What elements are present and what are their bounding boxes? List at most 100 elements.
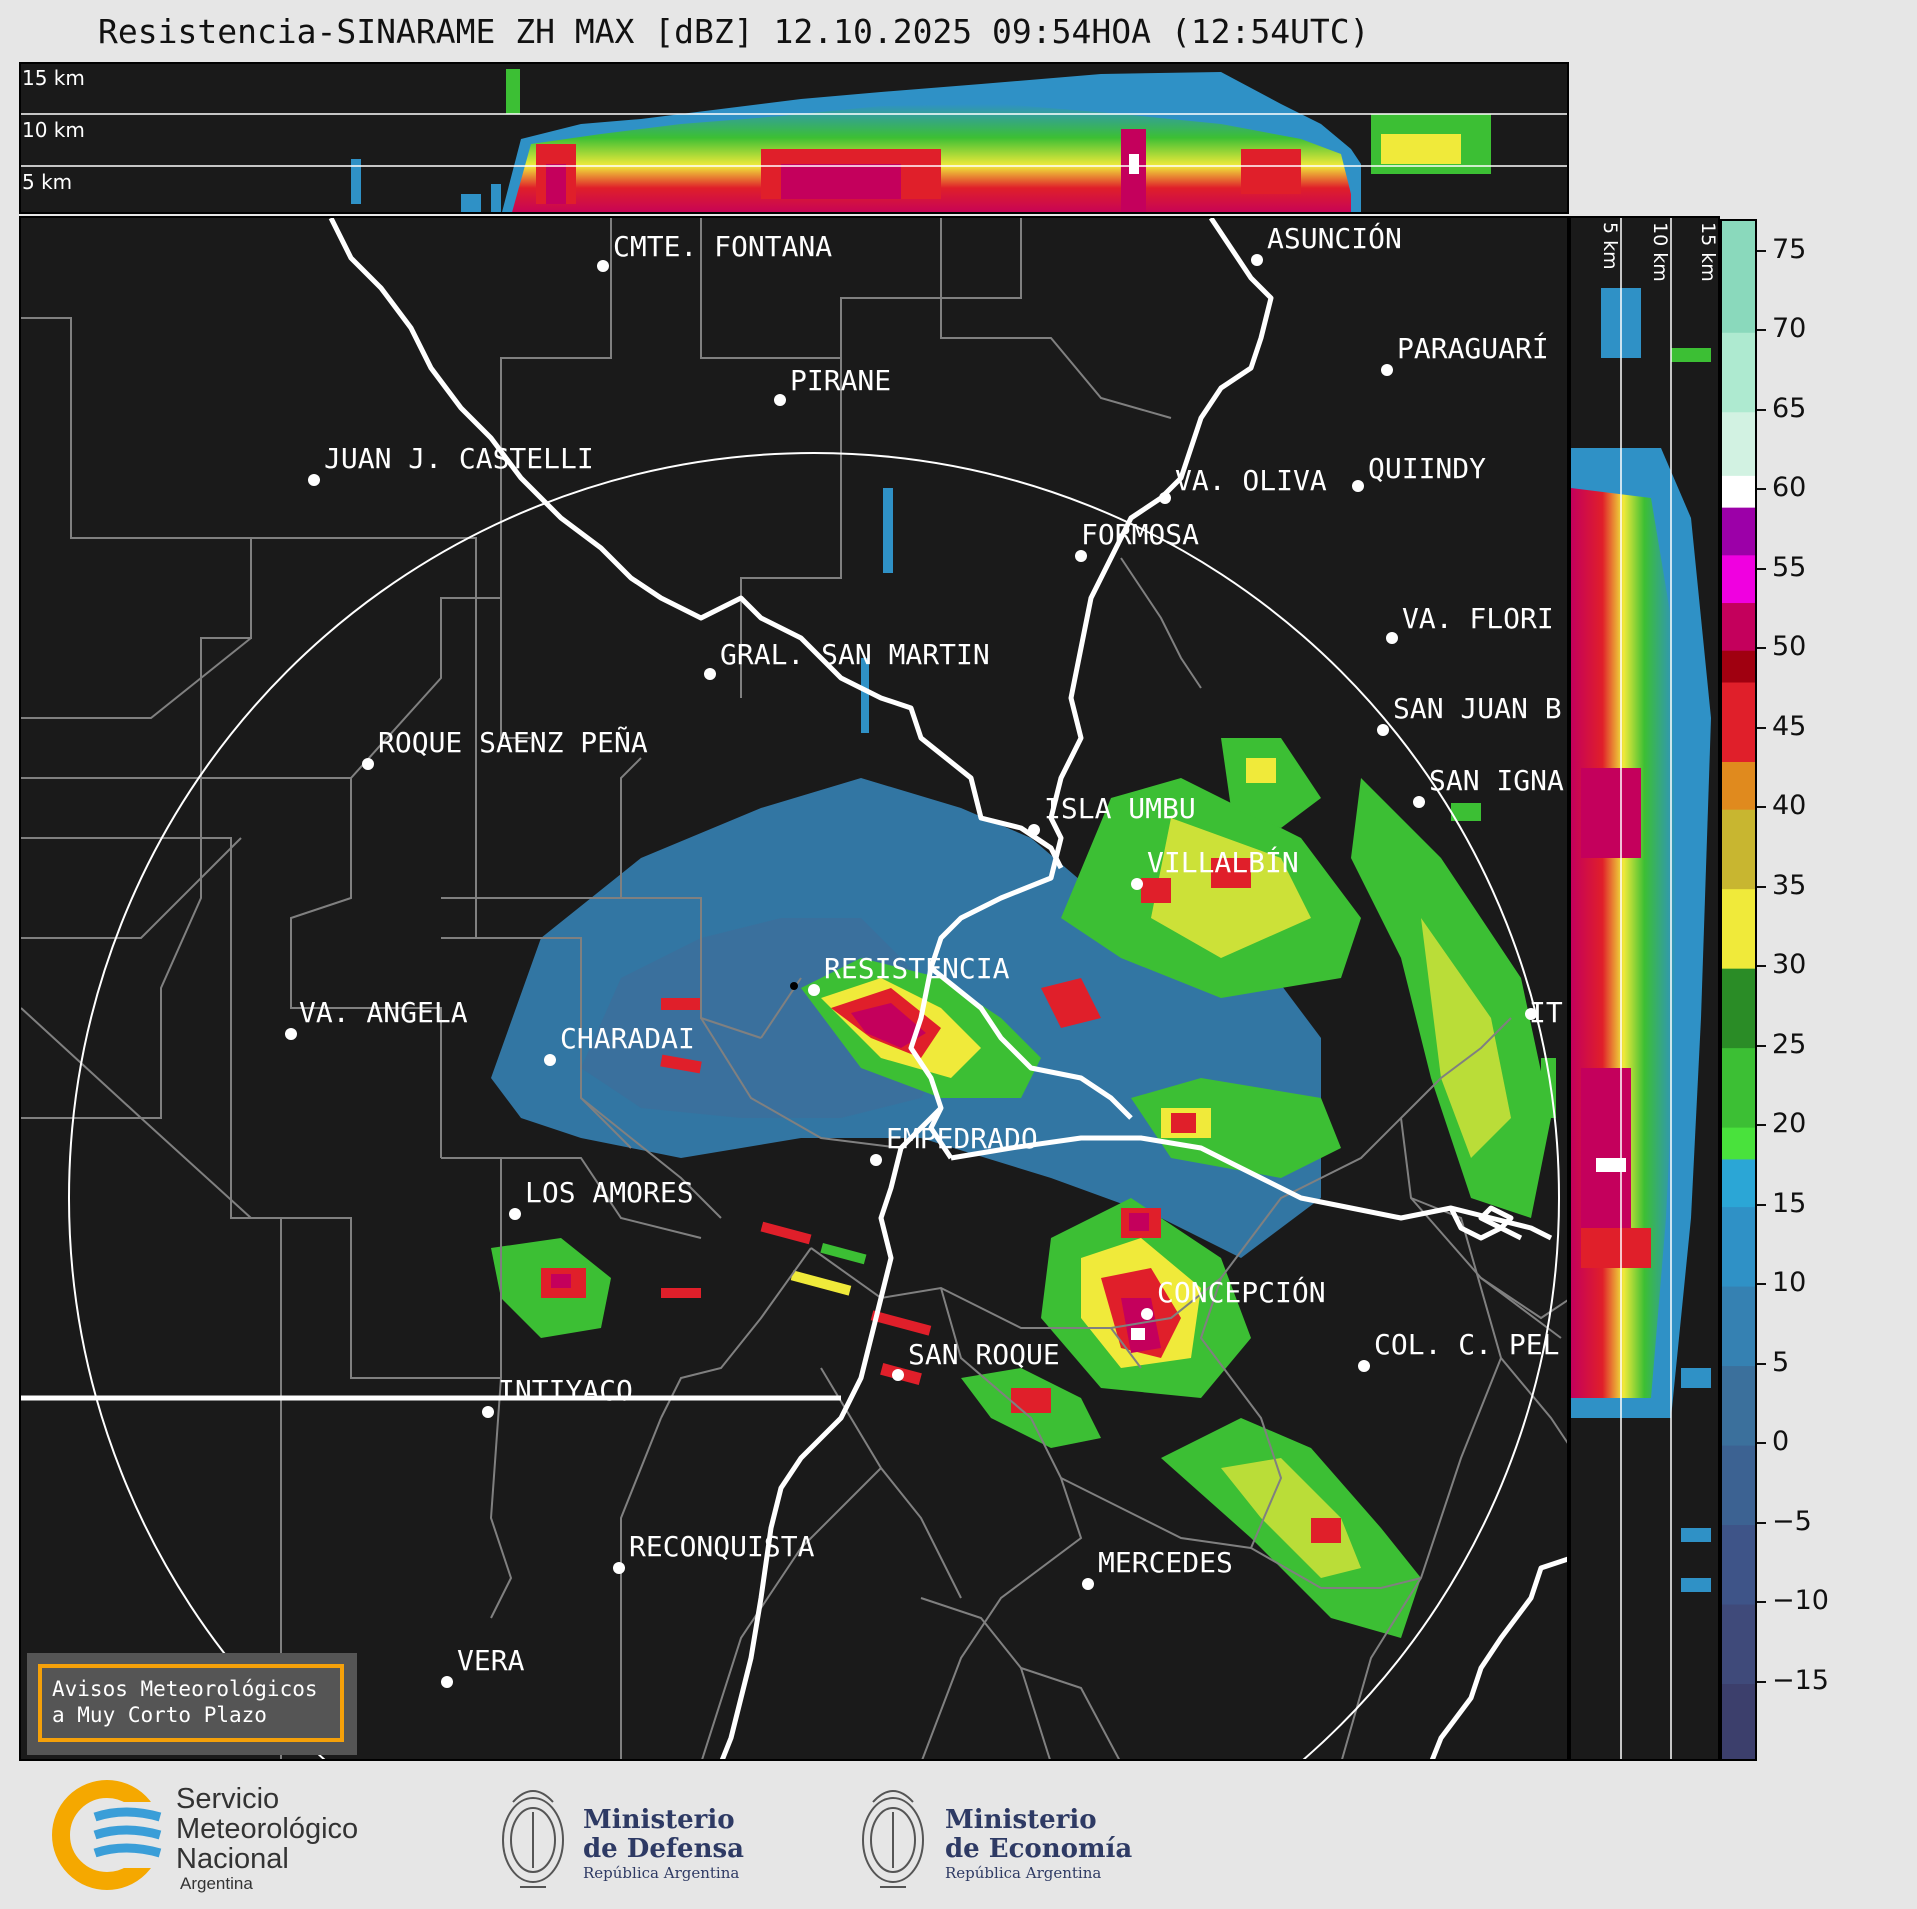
defensa-seal-icon — [502, 1790, 564, 1888]
defensa-line-1: Ministerio — [583, 1805, 735, 1835]
city-label-roque-saenz-pena: ROQUE SAENZ PEÑA — [378, 726, 648, 759]
city-label-it: IT — [1529, 996, 1563, 1029]
colorbar — [1720, 219, 1757, 1761]
logo-graphics — [52, 1780, 924, 1890]
colorbar-swatch-19 — [1722, 475, 1755, 508]
city-label-empedrado: EMPEDRADO — [886, 1122, 1038, 1155]
height-label-15km: 15 km — [22, 66, 85, 90]
smn-logo-text: Servicio Meteorológico Nacional Argentin… — [176, 1784, 358, 1894]
city-label-concepcion: CONCEPCIÓN — [1157, 1276, 1326, 1309]
height-label-10km: 10 km — [22, 118, 85, 142]
economia-line-2: de Economía — [945, 1834, 1133, 1864]
colorbar-swatch-11 — [1722, 888, 1755, 969]
top-height-lines — [21, 113, 1567, 167]
colorbar-swatch-22 — [1722, 221, 1755, 333]
colorbar-swatch-18 — [1722, 507, 1755, 556]
colorbar-swatch-9 — [1722, 1047, 1755, 1128]
city-label-villalbin: VILLALBÍN — [1147, 846, 1299, 879]
colorbar-tick-mark — [1757, 1044, 1766, 1047]
colorbar-tick-label: −15 — [1772, 1664, 1829, 1696]
smn-line-3: Nacional — [176, 1843, 289, 1875]
colorbar-tick-label: 25 — [1772, 1028, 1807, 1060]
geography-lines — [21, 218, 1567, 1759]
top-cross-section: 15 km 10 km 5 km — [19, 62, 1569, 214]
colorbar-tick-mark — [1757, 1203, 1766, 1206]
city-label-juan-j-castelli: JUAN J. CASTELLI — [324, 442, 594, 475]
economia-line-3: República Argentina — [945, 1864, 1102, 1882]
city-label-pirane: PIRANE — [790, 364, 892, 397]
colorbar-tick-label: 45 — [1772, 710, 1807, 742]
smn-line-2: Meteorológico — [176, 1813, 359, 1845]
colorbar-swatch-13 — [1722, 761, 1755, 810]
colorbar-tick-label: 5 — [1772, 1346, 1790, 1378]
city-label-va-oliva: VA. OLIVA — [1175, 464, 1327, 497]
defensa-line-2: de Defensa — [583, 1834, 744, 1864]
height-label-15km-vertical: 15 km — [1697, 222, 1719, 282]
colorbar-swatch-6 — [1722, 1206, 1755, 1287]
colorbar-tick-label: 0 — [1772, 1426, 1790, 1458]
city-label-charadai: CHARADAI — [560, 1022, 695, 1055]
height-label-5km-vertical: 5 km — [1599, 222, 1621, 270]
city-label-reconquista: RECONQUISTA — [629, 1530, 815, 1563]
defensa-line-3: República Argentina — [583, 1864, 740, 1882]
colorbar-swatch-5 — [1722, 1286, 1755, 1367]
economia-seal-icon — [862, 1790, 924, 1888]
colorbar-swatch-20 — [1722, 411, 1755, 476]
colorbar-swatch-1 — [1722, 1604, 1755, 1685]
colorbar-swatch-14 — [1722, 682, 1755, 762]
smn-line-1: Servicio — [176, 1783, 280, 1815]
right-cross-section-echoes — [1571, 288, 1711, 1592]
colorbar-swatch-15 — [1722, 650, 1755, 683]
city-label-san-roque: SAN ROQUE — [908, 1338, 1060, 1371]
colorbar-tick-label: 30 — [1772, 949, 1807, 981]
colorbar-tick-label: 40 — [1772, 790, 1807, 822]
colorbar-swatch-7 — [1722, 1158, 1755, 1208]
right-cross-section: 5 km 10 km 15 km — [1569, 216, 1720, 1761]
city-label-vera: VERA — [457, 1644, 525, 1677]
colorbar-tick-label: 75 — [1772, 233, 1807, 265]
height-label-5km: 5 km — [22, 170, 73, 194]
colorbar-swatch-4 — [1722, 1365, 1755, 1446]
range-ring — [68, 452, 1560, 1759]
warning-line-2: a Muy Corto Plazo — [52, 1703, 267, 1727]
colorbar-tick-label: −5 — [1772, 1505, 1812, 1537]
smn-line-4: Argentina — [180, 1874, 253, 1893]
colorbar-swatch-8 — [1722, 1127, 1755, 1160]
colorbar-tick-mark — [1757, 1601, 1766, 1604]
city-label-va-angela: VA. ANGELA — [299, 996, 468, 1029]
colorbar-tick-mark — [1757, 1362, 1766, 1365]
radar-map[interactable]: CMTE. FONTANA ASUNCIÓN PARAGUARÍ PIRANE … — [19, 216, 1569, 1761]
height-label-10km-vertical: 10 km — [1649, 222, 1671, 282]
colorbar-tick-label: 20 — [1772, 1108, 1807, 1140]
colorbar-tick-mark — [1757, 1680, 1766, 1683]
colorbar-tick-label: 70 — [1772, 313, 1807, 345]
colorbar-tick-mark — [1757, 885, 1766, 888]
colorbar-tick-mark — [1757, 1442, 1766, 1445]
warning-line-1: Avisos Meteorológicos — [52, 1677, 318, 1701]
logo-bar: Servicio Meteorológico Nacional Argentin… — [0, 1762, 1917, 1909]
right-height-lines — [1620, 218, 1672, 1759]
city-label-resistencia: RESISTENCIA — [824, 952, 1010, 985]
colorbar-swatch-16 — [1722, 602, 1755, 651]
colorbar-tick-mark — [1757, 1283, 1766, 1286]
colorbar-swatch-12 — [1722, 809, 1755, 890]
colorbar-swatch-3 — [1722, 1445, 1755, 1526]
city-label-asuncion: ASUNCIÓN — [1267, 222, 1402, 255]
city-label-col-c-pel: COL. C. PEL — [1374, 1328, 1560, 1361]
defensa-logo-text: Ministerio de Defensa República Argentin… — [583, 1805, 744, 1883]
economia-logo-text: Ministerio de Economía República Argenti… — [945, 1806, 1133, 1883]
colorbar-tick-mark — [1757, 965, 1766, 968]
colorbar-swatch-2 — [1722, 1524, 1755, 1605]
city-label-los-amores: LOS AMORES — [525, 1176, 694, 1209]
city-label-gral-san-martin: GRAL. SAN MARTIN — [720, 638, 990, 671]
city-label-san-ignacio: SAN IGNA — [1429, 764, 1564, 797]
city-label-paraguari: PARAGUARÍ — [1397, 332, 1549, 365]
colorbar-tick-mark — [1757, 329, 1766, 332]
colorbar-tick-label: 35 — [1772, 869, 1807, 901]
colorbar-tick-mark — [1757, 1521, 1766, 1524]
colorbar-tick-label: 55 — [1772, 551, 1807, 583]
warning-box-border: Avisos Meteorológicos a Muy Corto Plazo — [38, 1664, 344, 1742]
warning-box: Avisos Meteorológicos a Muy Corto Plazo — [27, 1653, 357, 1755]
city-label-isla-umbu: ISLA UMBU — [1044, 792, 1196, 825]
city-label-san-juan-b: SAN JUAN B — [1393, 692, 1562, 725]
